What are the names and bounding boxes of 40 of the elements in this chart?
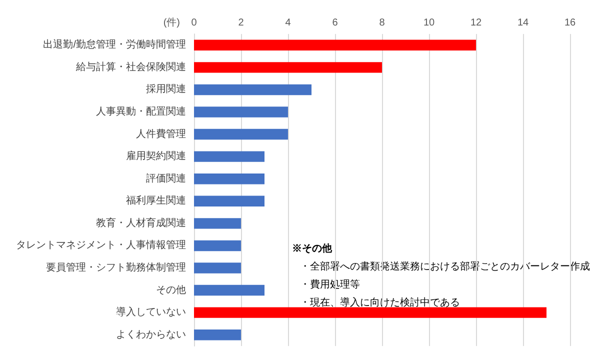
y-tick-label: 給与計算・社会保険関連 (75, 60, 186, 73)
bar (194, 330, 241, 340)
y-tick-label: 導入していない (116, 306, 186, 318)
y-tick-label: 評価関連 (146, 172, 186, 184)
y-tick-label: 福利厚生関連 (126, 194, 186, 207)
bar (194, 218, 241, 229)
x-axis-title: (件) (163, 18, 180, 28)
bar (194, 284, 264, 296)
x-tick-label: 8 (379, 18, 386, 28)
bar (194, 262, 241, 274)
y-tick-label: 人件費管理 (136, 128, 186, 140)
y-tick-label: 人事異動・配置関連 (96, 106, 186, 118)
bar (194, 62, 382, 73)
y-tick-label: 採用関連 (146, 83, 186, 96)
y-tick-label: タレントマネジメント・人事情報管理 (16, 239, 186, 252)
annotation: ※その他 (292, 242, 333, 254)
bar (194, 40, 476, 50)
x-tick-label: 10 (423, 18, 435, 28)
bar (194, 240, 241, 252)
y-tick-label: よくわからない (116, 329, 186, 340)
x-tick-label: 16 (564, 18, 576, 28)
y-tick-label: 雇用契約関連 (126, 150, 186, 162)
bar (194, 174, 264, 184)
y-tick-label: その他 (156, 284, 186, 296)
x-tick-label: 2 (238, 18, 244, 28)
x-tick-label: 6 (332, 18, 338, 28)
x-tick-label: 0 (191, 18, 198, 28)
x-tick-label: 14 (517, 18, 529, 28)
bar (194, 84, 312, 96)
bar (194, 196, 264, 206)
annotation: ・現在、導入に向けた検討中である (300, 296, 460, 308)
bar (194, 151, 264, 162)
bar (194, 307, 546, 318)
bar (194, 128, 288, 140)
y-tick-label: 出退勤/勤怠管理・労働時間管理 (43, 38, 186, 51)
y-tick-label: 教育・人材育成関連 (96, 216, 186, 229)
x-tick-label: 12 (470, 18, 482, 28)
x-tick-label: 4 (285, 18, 292, 28)
bar (194, 106, 288, 118)
y-tick-label: 要員管理・シフト勤務体制管理 (46, 262, 186, 274)
